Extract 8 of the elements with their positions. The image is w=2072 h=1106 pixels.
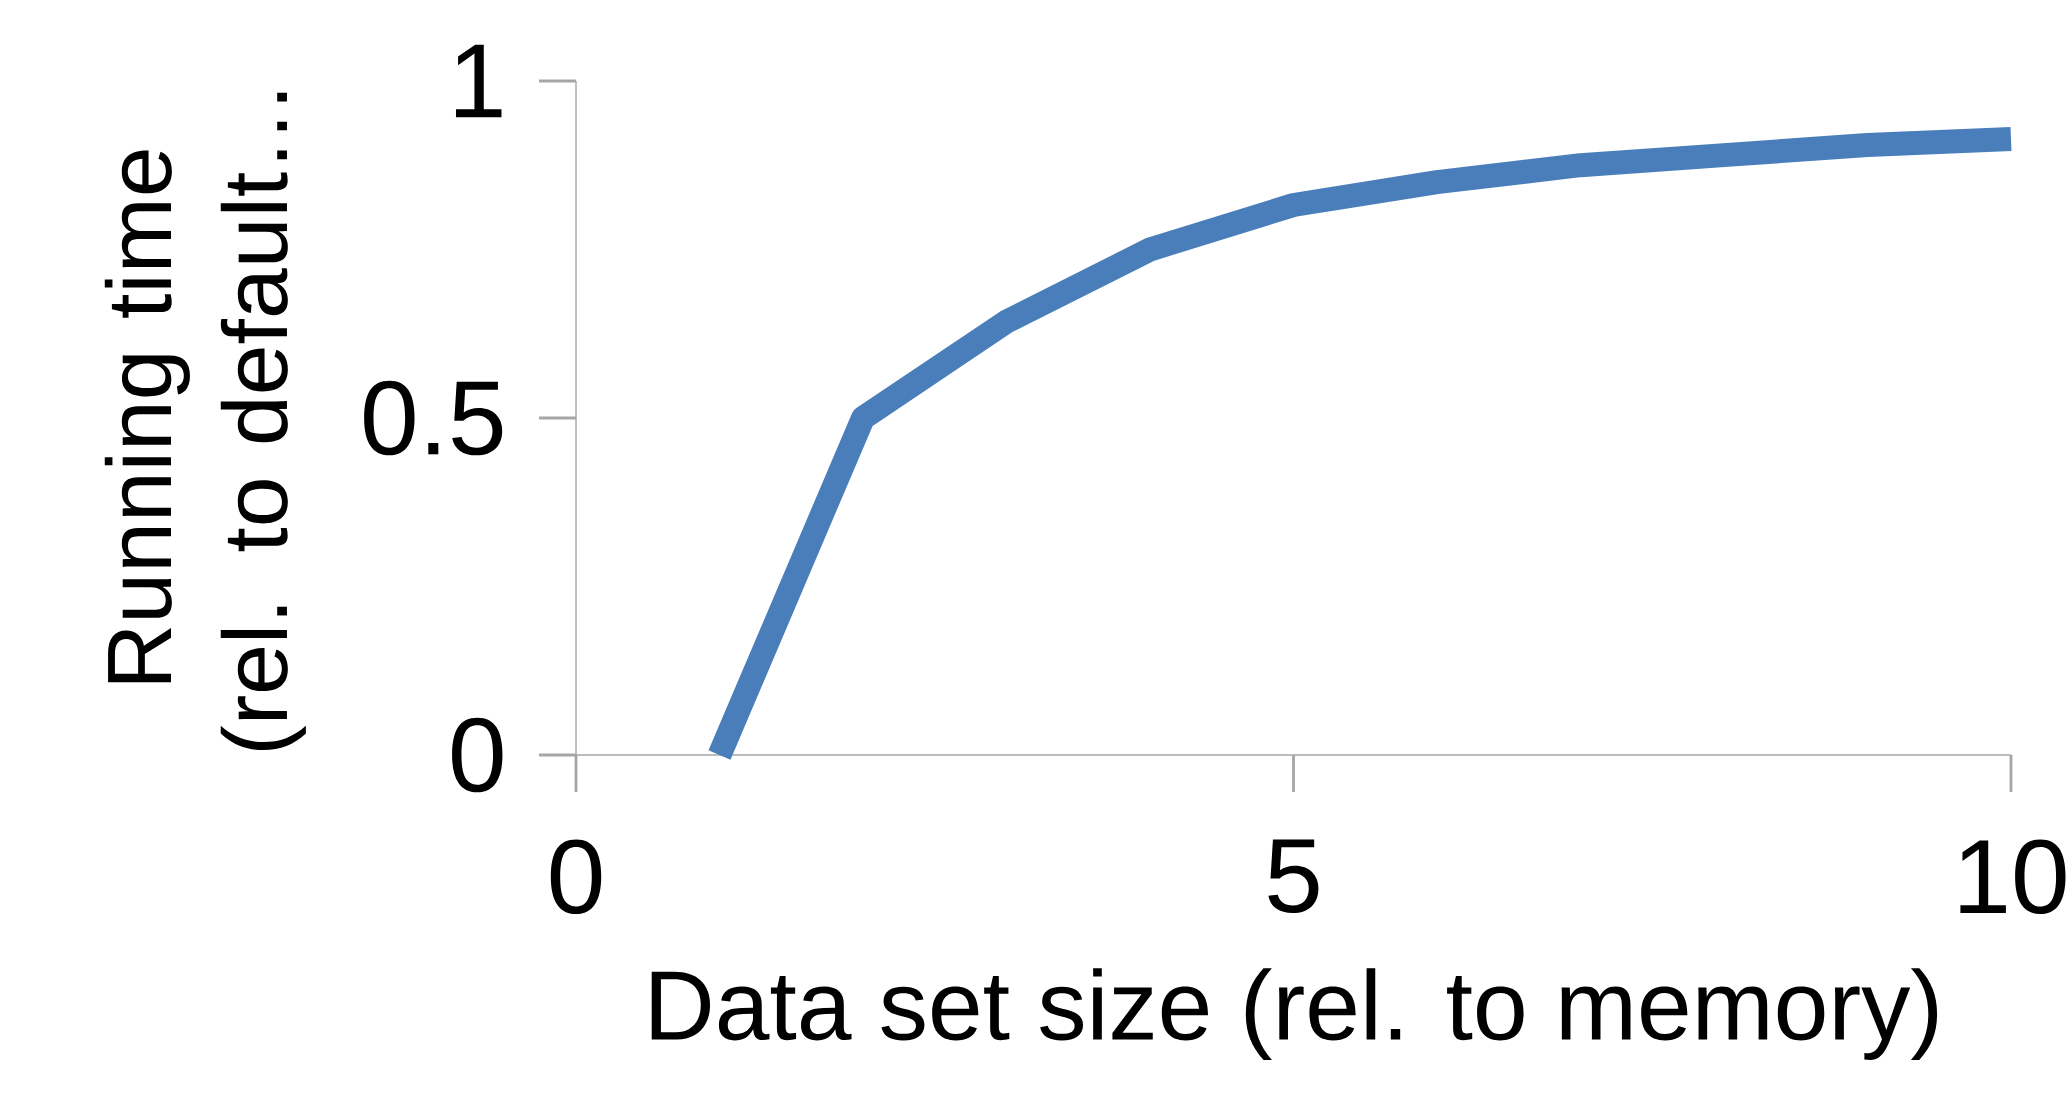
- y-tick-label: 0.5: [364, 380, 503, 456]
- x-tick-label: 5: [1268, 839, 1319, 913]
- x-tick-label: 10: [1960, 839, 2066, 915]
- y-tick-label: 1: [455, 44, 502, 118]
- y-tick-label: 0: [452, 717, 503, 793]
- x-tick-label: 0: [550, 839, 602, 915]
- x-axis-title: Data set size (rel. to memory): [651, 968, 1938, 1060]
- y-axis-title: Running time (rel. to default…: [104, 92, 306, 751]
